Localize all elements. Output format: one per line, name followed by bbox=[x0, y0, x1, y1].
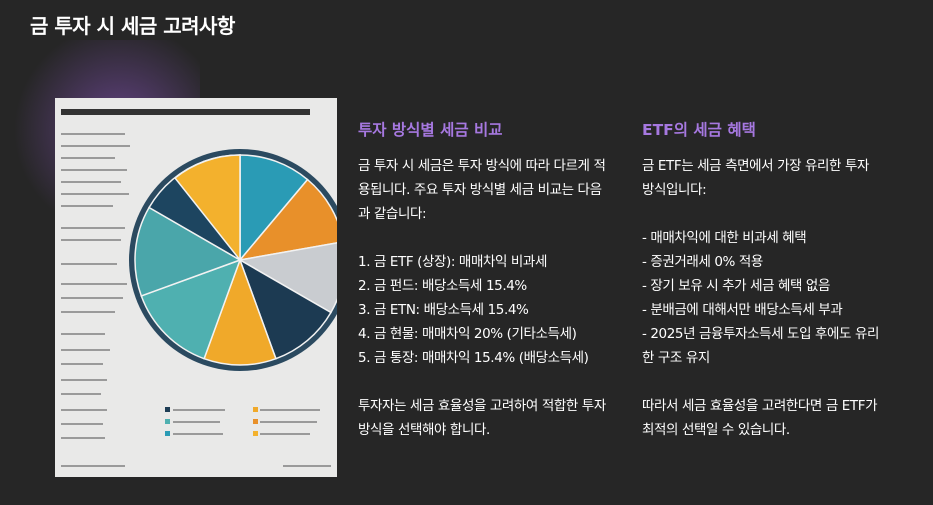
conclusion-text: 따라서 세금 효율성을 고려한다면 금 ETF가 최적의 선택일 수 있습니다. bbox=[642, 398, 878, 438]
etf-benefit-column: ETF의 세금 혜택 금 ETF는 세금 측면에서 가장 유리한 투자 방식입니… bbox=[642, 118, 882, 442]
legend-swatches bbox=[165, 407, 258, 436]
tax-comparison-column: 투자 방식별 세금 비교 금 투자 시 세금은 투자 방식에 따라 다르게 적용… bbox=[358, 118, 606, 442]
list-item: - 장기 보유 시 추가 세금 혜택 없음 bbox=[642, 278, 830, 294]
text-lines bbox=[61, 109, 331, 467]
item-list: - 매매차익에 대한 비과세 혜택 - 증권거래세 0% 적용 - 장기 보유 시 … bbox=[642, 226, 882, 370]
list-item: 1. 금 ETF (상장): 매매차익 비과세 bbox=[358, 254, 547, 270]
intro-text: 금 ETF는 세금 측면에서 가장 유리한 투자 방식입니다: bbox=[642, 158, 869, 198]
list-item: 3. 금 ETN: 배당소득세 15.4% bbox=[358, 302, 529, 318]
column-heading: ETF의 세금 혜택 bbox=[642, 121, 756, 139]
column-heading: 투자 방식별 세금 비교 bbox=[358, 121, 503, 139]
list-item: - 2025년 금융투자소득세 도입 후에도 유리한 구조 유지 bbox=[642, 326, 879, 366]
list-item: 4. 금 현물: 매매차익 20% (기타소득세) bbox=[358, 326, 577, 342]
list-item: 5. 금 통장: 매매차익 15.4% (배당소득세) bbox=[358, 350, 589, 366]
intro-text: 금 투자 시 세금은 투자 방식에 따라 다르게 적용됩니다. 주요 투자 방식… bbox=[358, 158, 606, 222]
list-item: - 분배금에 대해서만 배당소득세 부과 bbox=[642, 302, 843, 318]
slide-title: 금 투자 시 세금 고려사항 bbox=[30, 14, 235, 38]
pie-illustration bbox=[134, 154, 337, 366]
list-item: - 매매차익에 대한 비과세 혜택 bbox=[642, 230, 807, 246]
conclusion-text: 투자자는 세금 효율성을 고려하여 적합한 투자 방식을 선택해야 합니다. bbox=[358, 398, 606, 438]
list-item: - 증권거래세 0% 적용 bbox=[642, 254, 763, 270]
infographic-image bbox=[55, 98, 337, 477]
list-item: 2. 금 펀드: 배당소득세 15.4% bbox=[358, 278, 527, 294]
item-list: 1. 금 ETF (상장): 매매차익 비과세 2. 금 펀드: 배당소득세 15… bbox=[358, 250, 606, 370]
